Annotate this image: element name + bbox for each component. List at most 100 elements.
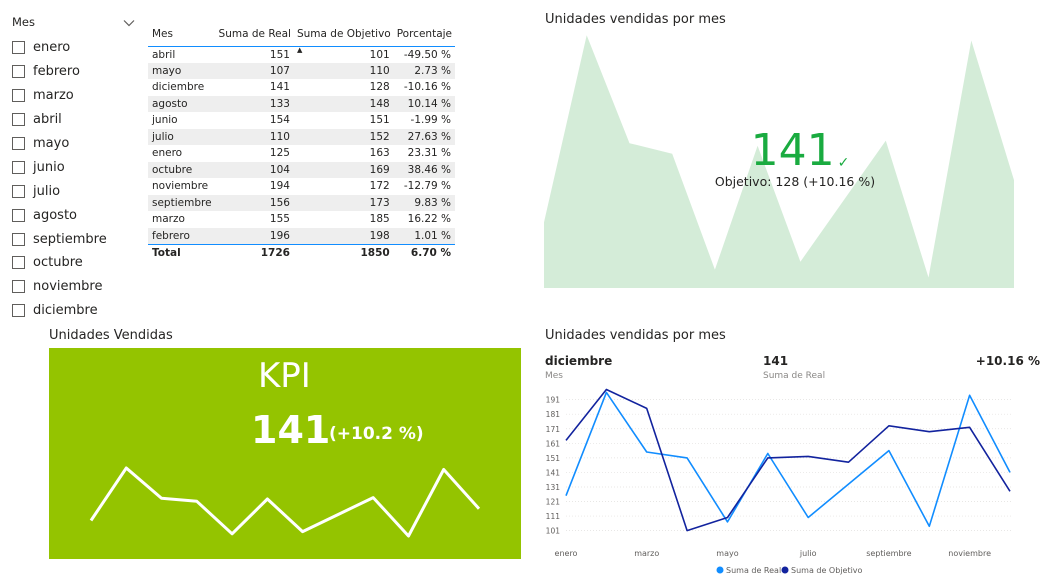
tooltip-value-label: Suma de Real — [763, 371, 826, 381]
kpi-card: KPI 141 (+10.2 %) — [49, 348, 521, 559]
table-cell: marzo — [152, 213, 185, 226]
table-header-real[interactable]: Suma de Real — [215, 22, 294, 47]
slicer-item[interactable]: noviembre — [12, 275, 136, 299]
table-row: diciembre 141 128 -10.16 % — [148, 79, 455, 96]
slicer-list: enero febrero marzo abril mayo junio julio agos… — [12, 36, 136, 323]
slicer-item[interactable]: marzo — [12, 84, 136, 108]
kpi-card-label: KPI — [258, 356, 311, 396]
table-cell: 10.14 % — [393, 95, 456, 112]
table-cell: 196 — [215, 227, 294, 244]
table-cell: junio — [152, 114, 178, 127]
table-cell: 133 — [215, 95, 294, 112]
checkbox[interactable] — [12, 160, 25, 174]
checkbox[interactable] — [12, 113, 25, 127]
tooltip-value: 141 — [763, 354, 789, 368]
table-row: febrero 196 198 1.01 % — [148, 227, 456, 244]
sort-ascending-icon: ▲ — [296, 45, 303, 54]
table-cell: 27.63 % — [393, 128, 456, 145]
table-cell: 173 — [293, 194, 394, 211]
checkbox[interactable] — [12, 232, 25, 246]
tooltip-percent: +10.16 % — [975, 354, 1040, 368]
checkbox[interactable] — [12, 41, 25, 55]
y-tick-label: 151 — [546, 454, 561, 463]
checkbox[interactable] — [12, 65, 25, 79]
slicer-item-label: abril — [33, 112, 62, 128]
kpi-card-percent: (+10.2 %) — [329, 424, 424, 444]
table-header-objetivo[interactable]: Suma de Objetivo ▲ — [293, 22, 394, 53]
checkbox[interactable] — [12, 304, 25, 318]
table-cell: 2.73 % — [393, 62, 456, 79]
slicer-item-label: junio — [33, 159, 65, 175]
checkbox[interactable] — [12, 208, 25, 222]
table-cell: -10.16 % — [403, 81, 452, 94]
y-tick-label: 131 — [546, 483, 561, 492]
table-cell: 104 — [215, 161, 294, 178]
checkbox[interactable] — [12, 137, 25, 150]
table-total-label: Total — [148, 243, 216, 262]
slicer-item-label: enero — [33, 40, 71, 56]
y-tick-label: 191 — [546, 396, 561, 405]
table-total-row: Total 1726 1850 6.70 % — [148, 243, 456, 262]
table-cell: 154 — [269, 114, 290, 127]
legend-label[interactable]: Suma de Real — [726, 566, 781, 575]
checkbox[interactable] — [12, 256, 25, 270]
slicer-title: Mes — [12, 15, 35, 29]
table-cell: abril — [152, 48, 176, 61]
slicer-item[interactable]: enero — [12, 36, 136, 60]
table-row: noviembre 194 172 -12.79 % — [148, 178, 455, 195]
slicer-item[interactable]: septiembre — [12, 227, 136, 251]
checkbox[interactable] — [12, 89, 25, 103]
table-cell: -49.50 % — [403, 48, 452, 61]
x-tick-label: enero — [555, 549, 578, 558]
table-row: enero 125 163 23.31 % — [148, 145, 455, 162]
table-body: abril 151 101 -49.50 % mayo 107 110 2.73 % dicie… — [148, 46, 456, 244]
table-row: mayo 107 110 2.73 % — [148, 62, 456, 79]
legend-marker — [781, 566, 789, 574]
table-row: marzo 155 185 16.22 % — [148, 211, 455, 228]
area-kpi-title: Unidades vendidas por mes — [545, 12, 726, 27]
slicer-item[interactable]: febrero — [12, 60, 136, 84]
area-kpi-goal: Objetivo: 128 (+10.16 %) — [714, 174, 876, 189]
y-tick-label: 111 — [546, 512, 561, 521]
table-cell: 110 — [215, 128, 294, 145]
kpi-card-sparkline — [89, 466, 481, 538]
x-tick-label: septiembre — [866, 549, 911, 558]
slicer-item[interactable]: diciembre — [12, 299, 136, 323]
table-row: agosto 133 148 10.14 % — [148, 95, 456, 112]
slicer-item[interactable]: abril — [12, 108, 136, 132]
table-cell: 148 — [293, 95, 394, 112]
slicer-item[interactable]: agosto — [12, 203, 136, 227]
tooltip-category-label: Mes — [545, 371, 563, 381]
chevron-down-icon[interactable] — [122, 15, 136, 29]
table-row: junio 154 151 -1.99 % — [148, 112, 455, 129]
kpi-card-title: Unidades Vendidas — [49, 328, 173, 343]
table-header-mes[interactable]: Mes — [148, 22, 216, 47]
line-chart: 101 111 121 131 141 151 161 171 181 191 enero marzo… — [546, 388, 1012, 575]
table-cell: 141 — [269, 81, 290, 94]
slicer-item-label: octubre — [33, 255, 83, 271]
slicer-header: Mes — [12, 14, 136, 30]
slicer-item[interactable]: junio — [12, 155, 136, 179]
slicer-item[interactable]: mayo — [12, 132, 136, 156]
checkbox[interactable] — [12, 184, 25, 198]
series-line-1[interactable] — [565, 388, 1011, 532]
y-tick-label: 161 — [546, 439, 561, 448]
checkbox[interactable] — [12, 280, 25, 294]
table-header-row: Mes Suma de Real Suma de Objetivo ▲ Porce… — [148, 22, 456, 53]
table-total-objetivo: 1850 — [293, 243, 394, 262]
series-line-0[interactable] — [565, 391, 1011, 528]
slicer-item[interactable]: octubre — [12, 251, 136, 275]
table-cell: agosto — [148, 95, 216, 112]
legend-label[interactable]: Suma de Objetivo — [791, 566, 863, 575]
table-cell: mayo — [148, 62, 216, 79]
table-cell: diciembre — [152, 81, 205, 94]
slicer-item-label: julio — [33, 183, 61, 199]
kpi-sparkline-line — [89, 466, 481, 538]
legend-marker — [716, 566, 724, 574]
table-cell: 169 — [293, 161, 394, 178]
slicer-item[interactable]: julio — [12, 179, 136, 203]
table-cell: -1.99 % — [410, 114, 452, 127]
tooltip-category: diciembre — [545, 354, 613, 368]
table-cell: 185 — [369, 213, 390, 226]
table-header-porcentaje[interactable]: Porcentaje — [393, 22, 456, 47]
